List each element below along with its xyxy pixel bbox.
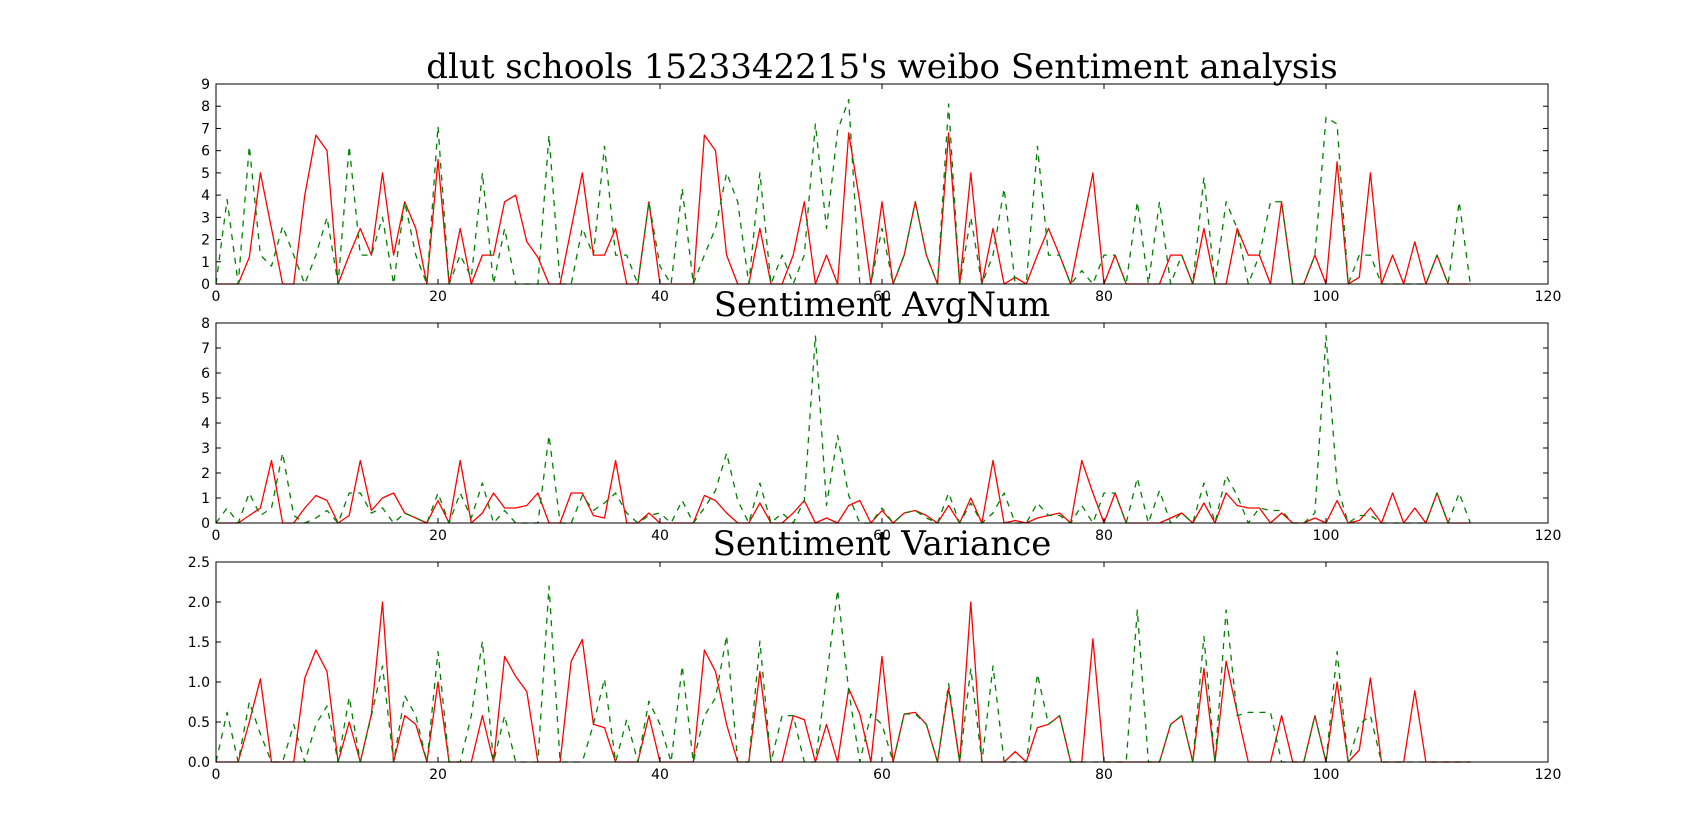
x-tick-label: 40 [651,767,669,783]
chart-title: dlut schools 1523342215's weibo Sentimen… [426,47,1337,87]
x-tick-label: 0 [212,528,221,544]
y-tick-label: 0 [201,516,210,532]
y-tick-label: 2.5 [188,555,210,571]
y-tick-label: 2.0 [188,595,210,611]
x-tick-label: 100 [1313,289,1340,305]
chart-panel: 0 20 40 60 80 100 120 0.0 0.5 1.0 1.5 2.0 2.5 Sentime… [188,524,1562,783]
x-tick-label: 60 [873,289,891,305]
series-line-solid [216,601,1471,763]
y-tick-label: 5 [201,166,210,182]
y-tick-label: 6 [201,366,210,382]
y-tick-label: 3 [201,441,210,457]
x-tick-label: 0 [212,767,221,783]
x-tick-label: 120 [1535,767,1562,783]
y-tick-label: 1.5 [188,635,210,651]
series-line-solid [216,132,1471,285]
x-tick-label: 80 [1095,289,1113,305]
y-tick-label: 0 [201,277,210,293]
chart-panel: 0 20 40 60 80 100 120 0 1 2 3 4 5 6 7 8 9 dlut schools 15… [201,47,1561,305]
x-tick-label: 20 [429,528,447,544]
x-tick-label: 60 [873,767,891,783]
y-tick-label: 5 [201,391,210,407]
y-tick-label: 1.0 [188,675,210,691]
series-line-dashed [215,334,1471,524]
x-tick-label: 120 [1535,289,1562,305]
y-tick-label: 4 [201,188,210,204]
y-tick-label: 1 [201,255,210,271]
chart-title: Sentiment Variance [713,524,1052,564]
x-tick-label: 100 [1313,767,1340,783]
x-tick-label: 40 [651,528,669,544]
y-tick-label: 7 [201,121,210,137]
series-line-solid [216,459,1471,524]
x-tick-label: 0 [212,289,221,305]
x-tick-label: 100 [1313,528,1340,544]
x-tick-label: 20 [429,289,447,305]
y-tick-label: 2 [201,233,210,249]
y-tick-label: 0.0 [188,755,210,771]
x-tick-label: 80 [1095,528,1113,544]
y-tick-label: 9 [201,77,210,93]
y-tick-label: 4 [201,416,210,432]
x-tick-label: 20 [429,767,447,783]
x-tick-label: 120 [1535,528,1562,544]
y-tick-label: 8 [201,99,210,115]
y-tick-label: 7 [201,341,210,357]
x-tick-label: 40 [651,289,669,305]
chart-title: Sentiment AvgNum [714,285,1051,325]
x-tick-label: 80 [1095,767,1113,783]
chart-panel: 0 20 40 60 80 100 120 0 1 2 3 4 5 6 7 8 Sentiment AvgNum [201,285,1561,544]
x-tick-label: 60 [873,528,891,544]
series-line-dashed [215,98,1471,285]
series-line-dashed [215,585,1471,763]
y-tick-label: 8 [201,316,210,332]
y-tick-label: 2 [201,466,210,482]
y-tick-label: 1 [201,491,210,507]
y-tick-label: 0.5 [188,715,210,731]
y-tick-label: 6 [201,144,210,160]
y-tick-label: 3 [201,210,210,226]
axes-frame [215,322,1549,524]
